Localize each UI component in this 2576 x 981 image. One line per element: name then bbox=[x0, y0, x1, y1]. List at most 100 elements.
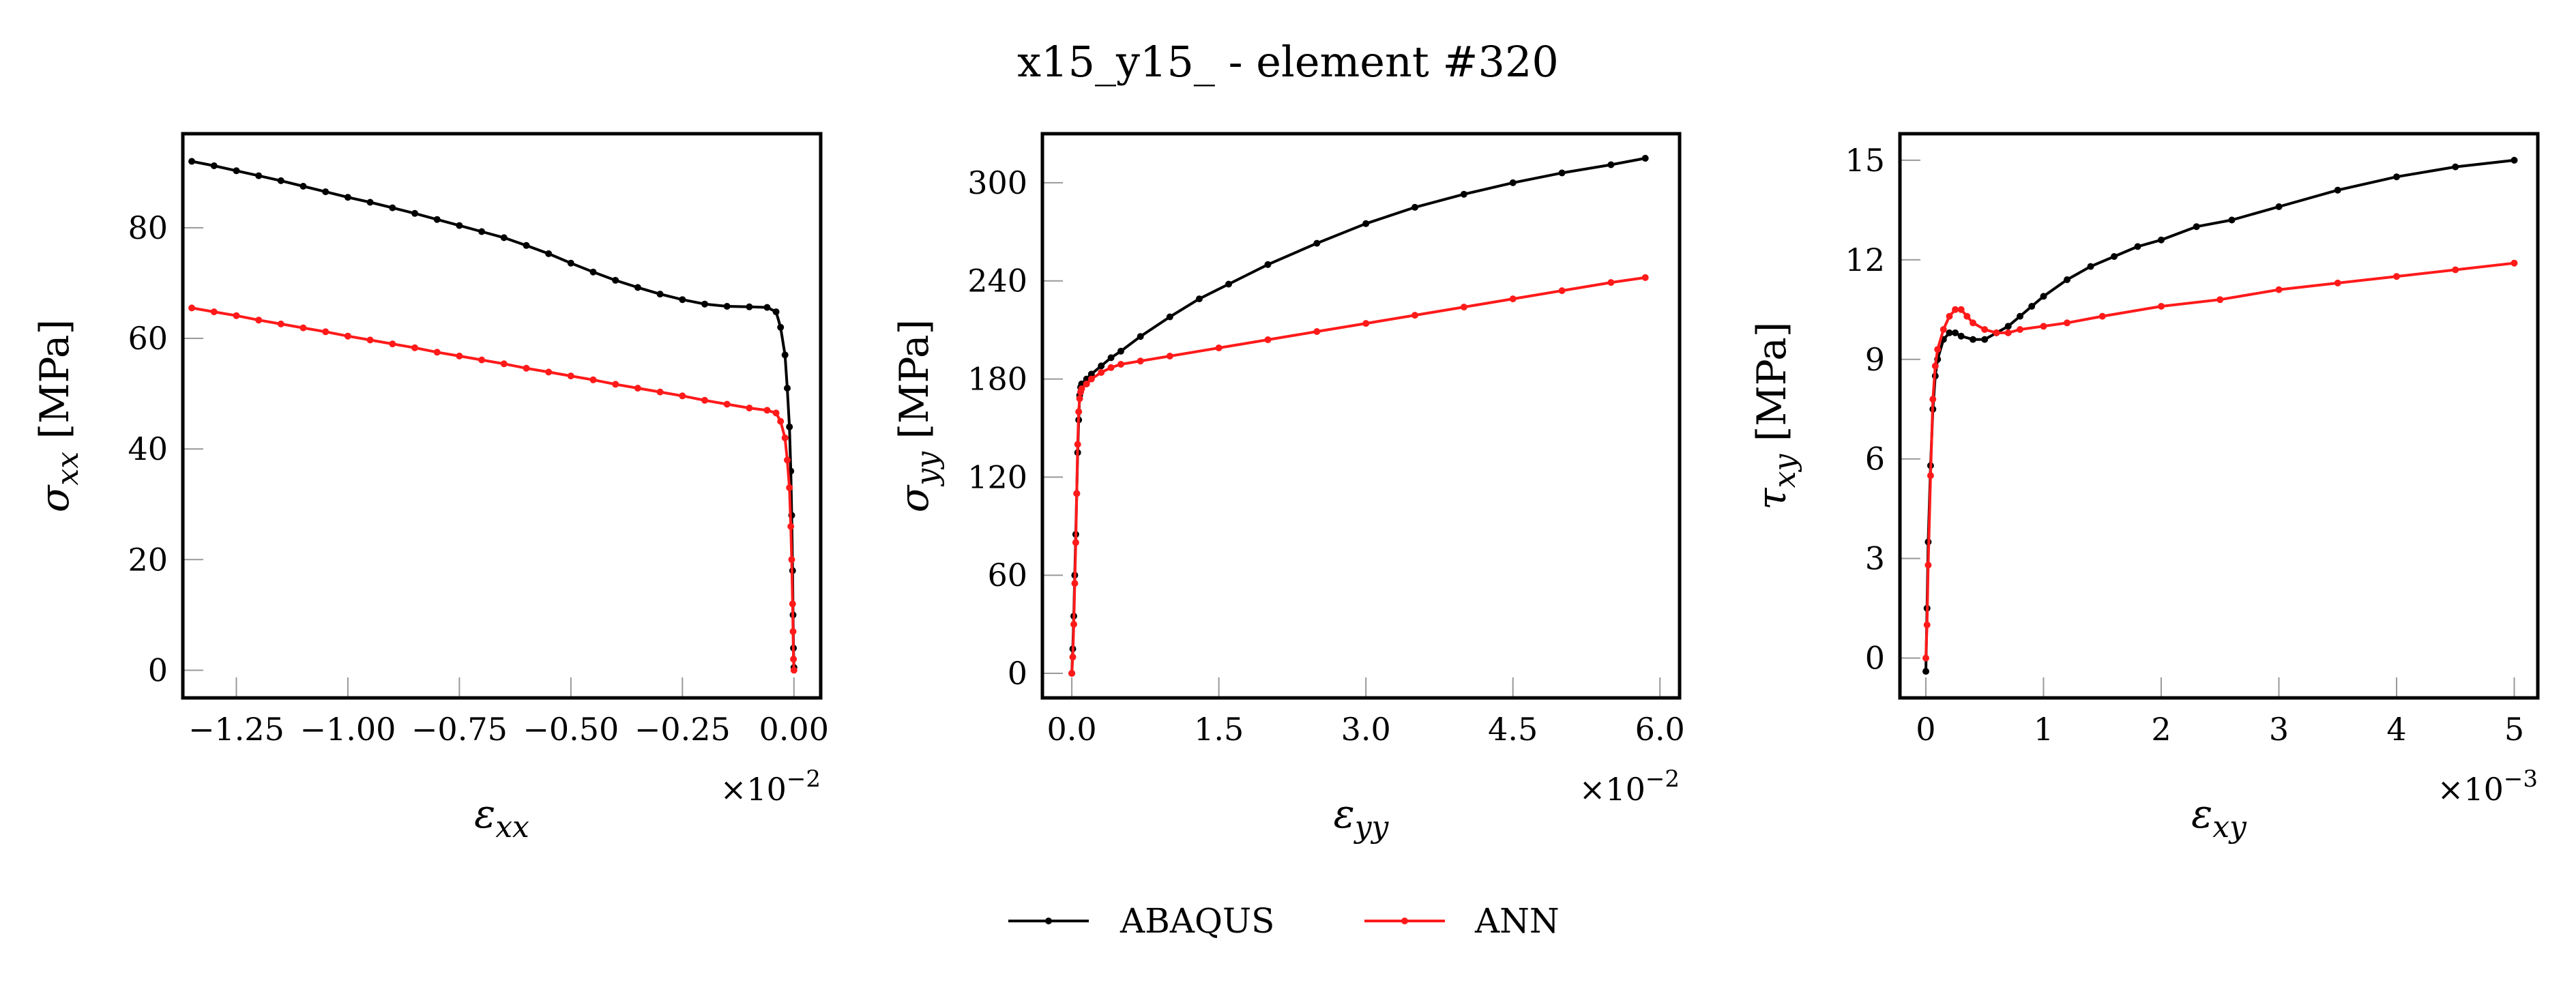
y-tick-label: 3 bbox=[1865, 540, 1885, 577]
y-tick-label: 240 bbox=[967, 263, 1027, 299]
data-point bbox=[567, 372, 574, 380]
data-point bbox=[786, 423, 793, 430]
data-point bbox=[1107, 354, 1115, 362]
data-point bbox=[1195, 295, 1203, 303]
data-point bbox=[1952, 329, 1959, 336]
data-point bbox=[1166, 313, 1173, 321]
subplot-2-x-axis-label: εyy bbox=[1334, 791, 1390, 845]
data-point bbox=[523, 241, 530, 249]
data-point bbox=[589, 376, 597, 383]
data-point bbox=[1073, 490, 1081, 497]
data-point bbox=[210, 308, 218, 316]
data-point bbox=[1117, 361, 1124, 368]
data-point bbox=[1940, 326, 1947, 333]
x-tick-label: 1 bbox=[2034, 711, 2053, 748]
x-tick-label: 4 bbox=[2386, 711, 2406, 748]
subplot-2-frame bbox=[1040, 132, 1682, 700]
data-point bbox=[456, 222, 463, 229]
y-tick-label: 6 bbox=[1865, 441, 1885, 478]
data-point bbox=[2064, 319, 2070, 327]
data-point bbox=[2334, 186, 2341, 194]
y-tick-label: 0 bbox=[148, 651, 168, 688]
data-point bbox=[1087, 375, 1095, 383]
data-point bbox=[784, 456, 791, 464]
data-point bbox=[233, 312, 240, 319]
data-point bbox=[1922, 654, 1929, 662]
data-point bbox=[1509, 295, 1517, 303]
data-point bbox=[2228, 216, 2236, 224]
data-point bbox=[277, 320, 284, 327]
data-point bbox=[787, 523, 795, 530]
series-line bbox=[1070, 276, 1645, 674]
data-point bbox=[1993, 329, 2000, 336]
data-point bbox=[433, 349, 441, 356]
data-point bbox=[1069, 654, 1077, 661]
x-tick-label: 0.00 bbox=[759, 711, 829, 748]
data-point bbox=[589, 268, 597, 276]
data-point bbox=[233, 167, 240, 175]
data-point bbox=[656, 291, 664, 298]
data-point bbox=[784, 385, 791, 392]
data-point bbox=[1558, 287, 1566, 295]
y-tick-label: 0 bbox=[1865, 640, 1885, 677]
data-point bbox=[1411, 312, 1418, 319]
y-tick-label: 300 bbox=[967, 164, 1027, 201]
data-point bbox=[255, 317, 263, 324]
data-point bbox=[1117, 347, 1124, 355]
series-line bbox=[1924, 158, 2515, 672]
data-point bbox=[612, 276, 619, 284]
data-point bbox=[781, 434, 789, 441]
data-point bbox=[1362, 320, 1370, 327]
data-point bbox=[344, 332, 351, 340]
data-point bbox=[523, 364, 530, 372]
data-point bbox=[478, 356, 486, 364]
y-tick-label: 60 bbox=[128, 320, 168, 357]
x-tick-label: 1.5 bbox=[1194, 711, 1244, 748]
subplot-1: −1.25 −1.00 −0.75 −0.50 −0.25 0.00 0 20 40 60 80 ×1… bbox=[31, 132, 829, 845]
data-point bbox=[1641, 155, 1649, 162]
x-tick-label: 0.0 bbox=[1047, 711, 1097, 748]
data-point bbox=[723, 400, 731, 408]
data-point bbox=[1411, 203, 1418, 211]
subplot-3-y-axis-label: τxy [MPa] bbox=[1748, 322, 1802, 510]
data-point bbox=[366, 336, 374, 344]
data-point bbox=[1137, 333, 1144, 340]
data-point bbox=[1098, 362, 1105, 370]
data-point bbox=[1225, 280, 1232, 288]
data-point bbox=[1963, 312, 1971, 320]
data-point bbox=[389, 204, 396, 211]
x-tick-label: 5 bbox=[2504, 711, 2524, 748]
data-point bbox=[2334, 279, 2341, 287]
data-point bbox=[634, 284, 641, 291]
data-point bbox=[789, 600, 796, 608]
data-point bbox=[1934, 346, 1942, 353]
data-point bbox=[612, 381, 619, 388]
data-point bbox=[772, 409, 780, 417]
data-point bbox=[1264, 336, 1272, 343]
data-point bbox=[2158, 236, 2165, 244]
data-point bbox=[1607, 279, 1615, 287]
data-point bbox=[1460, 190, 1467, 198]
x-tick-label: −1.00 bbox=[299, 711, 396, 748]
data-point bbox=[2452, 266, 2459, 274]
data-point bbox=[1313, 239, 1321, 247]
data-point bbox=[210, 162, 218, 169]
data-point bbox=[567, 259, 574, 267]
data-point bbox=[763, 304, 771, 311]
data-point bbox=[1929, 396, 1937, 403]
data-point bbox=[1981, 326, 1989, 333]
data-point bbox=[2087, 263, 2094, 270]
legend-marker-ann bbox=[1401, 918, 1408, 924]
data-point bbox=[1923, 621, 1931, 628]
subplot-2-series-ann bbox=[1068, 274, 1649, 677]
x-tick-label: 0 bbox=[1916, 711, 1935, 748]
data-point bbox=[500, 234, 508, 241]
y-tick-label: 80 bbox=[128, 209, 168, 246]
data-point bbox=[1083, 380, 1090, 387]
data-point bbox=[1922, 668, 1929, 675]
data-point bbox=[1927, 472, 1934, 480]
y-tick-label: 120 bbox=[967, 458, 1027, 495]
legend: ABAQUS ANN bbox=[1008, 901, 1560, 941]
data-point bbox=[1068, 670, 1076, 677]
